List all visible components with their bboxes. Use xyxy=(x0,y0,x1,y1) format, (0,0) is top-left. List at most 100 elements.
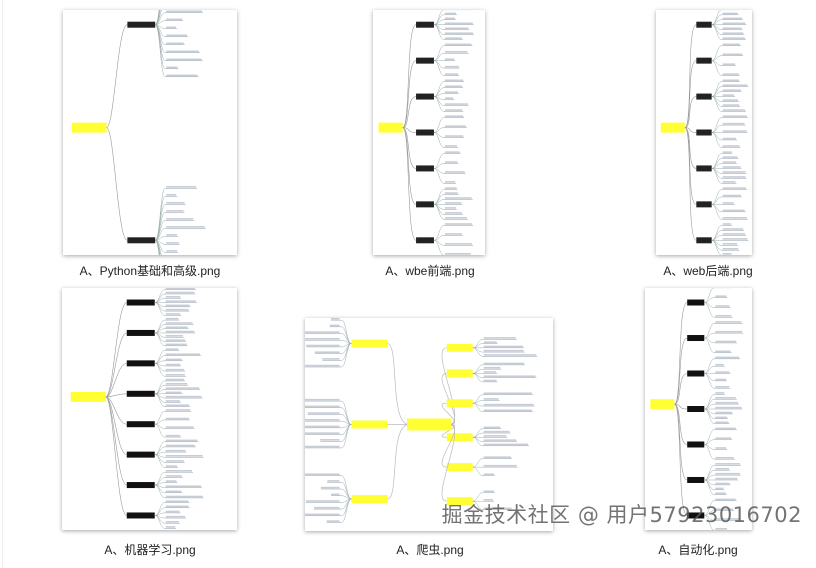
map-leaf-text xyxy=(715,378,727,381)
map-leaf-text xyxy=(165,485,202,488)
map-leaf-text xyxy=(166,234,177,236)
map-leaf-text xyxy=(715,447,727,449)
file-thumbnail[interactable] xyxy=(63,10,237,255)
map-leaf-text xyxy=(722,115,747,118)
map-leaf-text xyxy=(444,151,460,153)
map-link xyxy=(711,132,722,148)
file-thumbnail[interactable] xyxy=(62,288,237,530)
map-leaf-text xyxy=(722,84,748,87)
map-leaf-text xyxy=(444,207,456,209)
map-branch-node xyxy=(446,399,473,408)
map-link xyxy=(704,365,715,374)
map-leaf-text xyxy=(444,73,459,75)
map-leaf-text xyxy=(483,371,497,373)
file-thumbnail[interactable] xyxy=(656,10,752,255)
map-leaf-text xyxy=(320,486,340,489)
map-leaf-text xyxy=(444,103,468,105)
map-branch-node xyxy=(696,93,712,100)
map-link xyxy=(472,437,483,447)
map-leaf-text xyxy=(165,460,184,462)
map-leaf-text xyxy=(307,412,340,414)
map-branch-node xyxy=(416,57,434,64)
map-link xyxy=(154,411,165,425)
map-link xyxy=(106,24,128,128)
map-leaf-text xyxy=(722,137,737,140)
map-branch-node xyxy=(687,512,705,519)
map-link xyxy=(402,24,417,128)
map-link xyxy=(704,515,715,530)
map-leaf-text xyxy=(166,58,202,61)
map-leaf-text xyxy=(483,354,537,356)
map-link xyxy=(711,240,722,255)
map-leaf-text xyxy=(444,17,455,20)
map-leaf-text xyxy=(483,430,510,433)
map-leaf-text xyxy=(314,351,340,354)
map-leaf-text xyxy=(165,363,181,366)
map-root-node xyxy=(378,122,403,133)
map-leaf-text xyxy=(165,317,179,320)
map-leaf-text xyxy=(444,27,469,30)
map-link xyxy=(674,302,688,405)
map-leaf-text xyxy=(483,366,501,369)
map-leaf-text xyxy=(165,409,191,411)
map-link xyxy=(704,332,715,339)
map-link xyxy=(684,96,697,128)
map-link xyxy=(711,24,722,40)
map-branch-node xyxy=(687,406,705,412)
map-leaf-text xyxy=(165,339,186,341)
map-leaf-text xyxy=(483,498,494,501)
map-leaf-text xyxy=(329,324,340,327)
map-branch-node xyxy=(446,369,473,378)
map-leaf-text xyxy=(715,411,733,414)
map-leaf-text xyxy=(715,295,727,298)
map-link xyxy=(341,475,352,500)
map-link xyxy=(154,240,160,255)
map-link xyxy=(154,454,165,468)
map-leaf-text xyxy=(444,243,473,245)
map-link xyxy=(684,127,697,241)
map-leaf-text xyxy=(715,421,729,424)
file-thumbnail[interactable] xyxy=(373,10,485,255)
map-link xyxy=(433,235,444,241)
map-leaf-text xyxy=(165,470,193,472)
map-leaf-text xyxy=(444,85,463,88)
map-leaf-text xyxy=(444,43,472,46)
file-name[interactable]: A、Python基础和高级.png xyxy=(79,264,221,278)
map-link xyxy=(711,117,722,133)
map-leaf-text xyxy=(444,115,464,118)
map-link xyxy=(402,127,417,169)
map-leaf-text xyxy=(165,291,195,294)
file-thumbnail[interactable] xyxy=(645,288,752,530)
map-leaf-text xyxy=(165,322,193,324)
map-leaf-text xyxy=(715,385,730,388)
file-name[interactable]: A、机器学习.png xyxy=(104,543,196,557)
map-leaf-text xyxy=(305,364,340,367)
map-branch-node xyxy=(126,512,155,519)
map-link xyxy=(441,347,455,425)
map-leaf-text xyxy=(165,444,195,447)
map-leaf-text xyxy=(483,379,497,382)
map-link xyxy=(433,163,444,169)
map-leaf-text xyxy=(166,34,188,37)
map-link xyxy=(154,350,165,364)
map-leaf-text xyxy=(166,226,205,228)
map-link xyxy=(402,127,417,133)
map-link xyxy=(154,471,165,486)
map-leaf-text xyxy=(331,318,340,320)
map-link xyxy=(433,52,444,61)
map-link xyxy=(441,424,456,438)
map-leaf-text xyxy=(444,181,456,183)
file-name[interactable]: A、wbe前端.png xyxy=(385,264,475,278)
map-branch-node xyxy=(446,497,473,506)
file-name[interactable]: A、web后端.png xyxy=(663,264,753,278)
map-leaf-text xyxy=(165,326,188,329)
map-link xyxy=(387,424,410,500)
map-link xyxy=(684,127,697,169)
file-name[interactable]: A、自动化.png xyxy=(658,543,738,557)
file-thumbnail[interactable] xyxy=(305,318,553,531)
map-link xyxy=(711,204,722,213)
file-name[interactable]: A、爬虫.png xyxy=(396,543,464,557)
map-leaf-text xyxy=(165,304,190,307)
map-link xyxy=(433,168,445,184)
map-link xyxy=(433,204,445,220)
